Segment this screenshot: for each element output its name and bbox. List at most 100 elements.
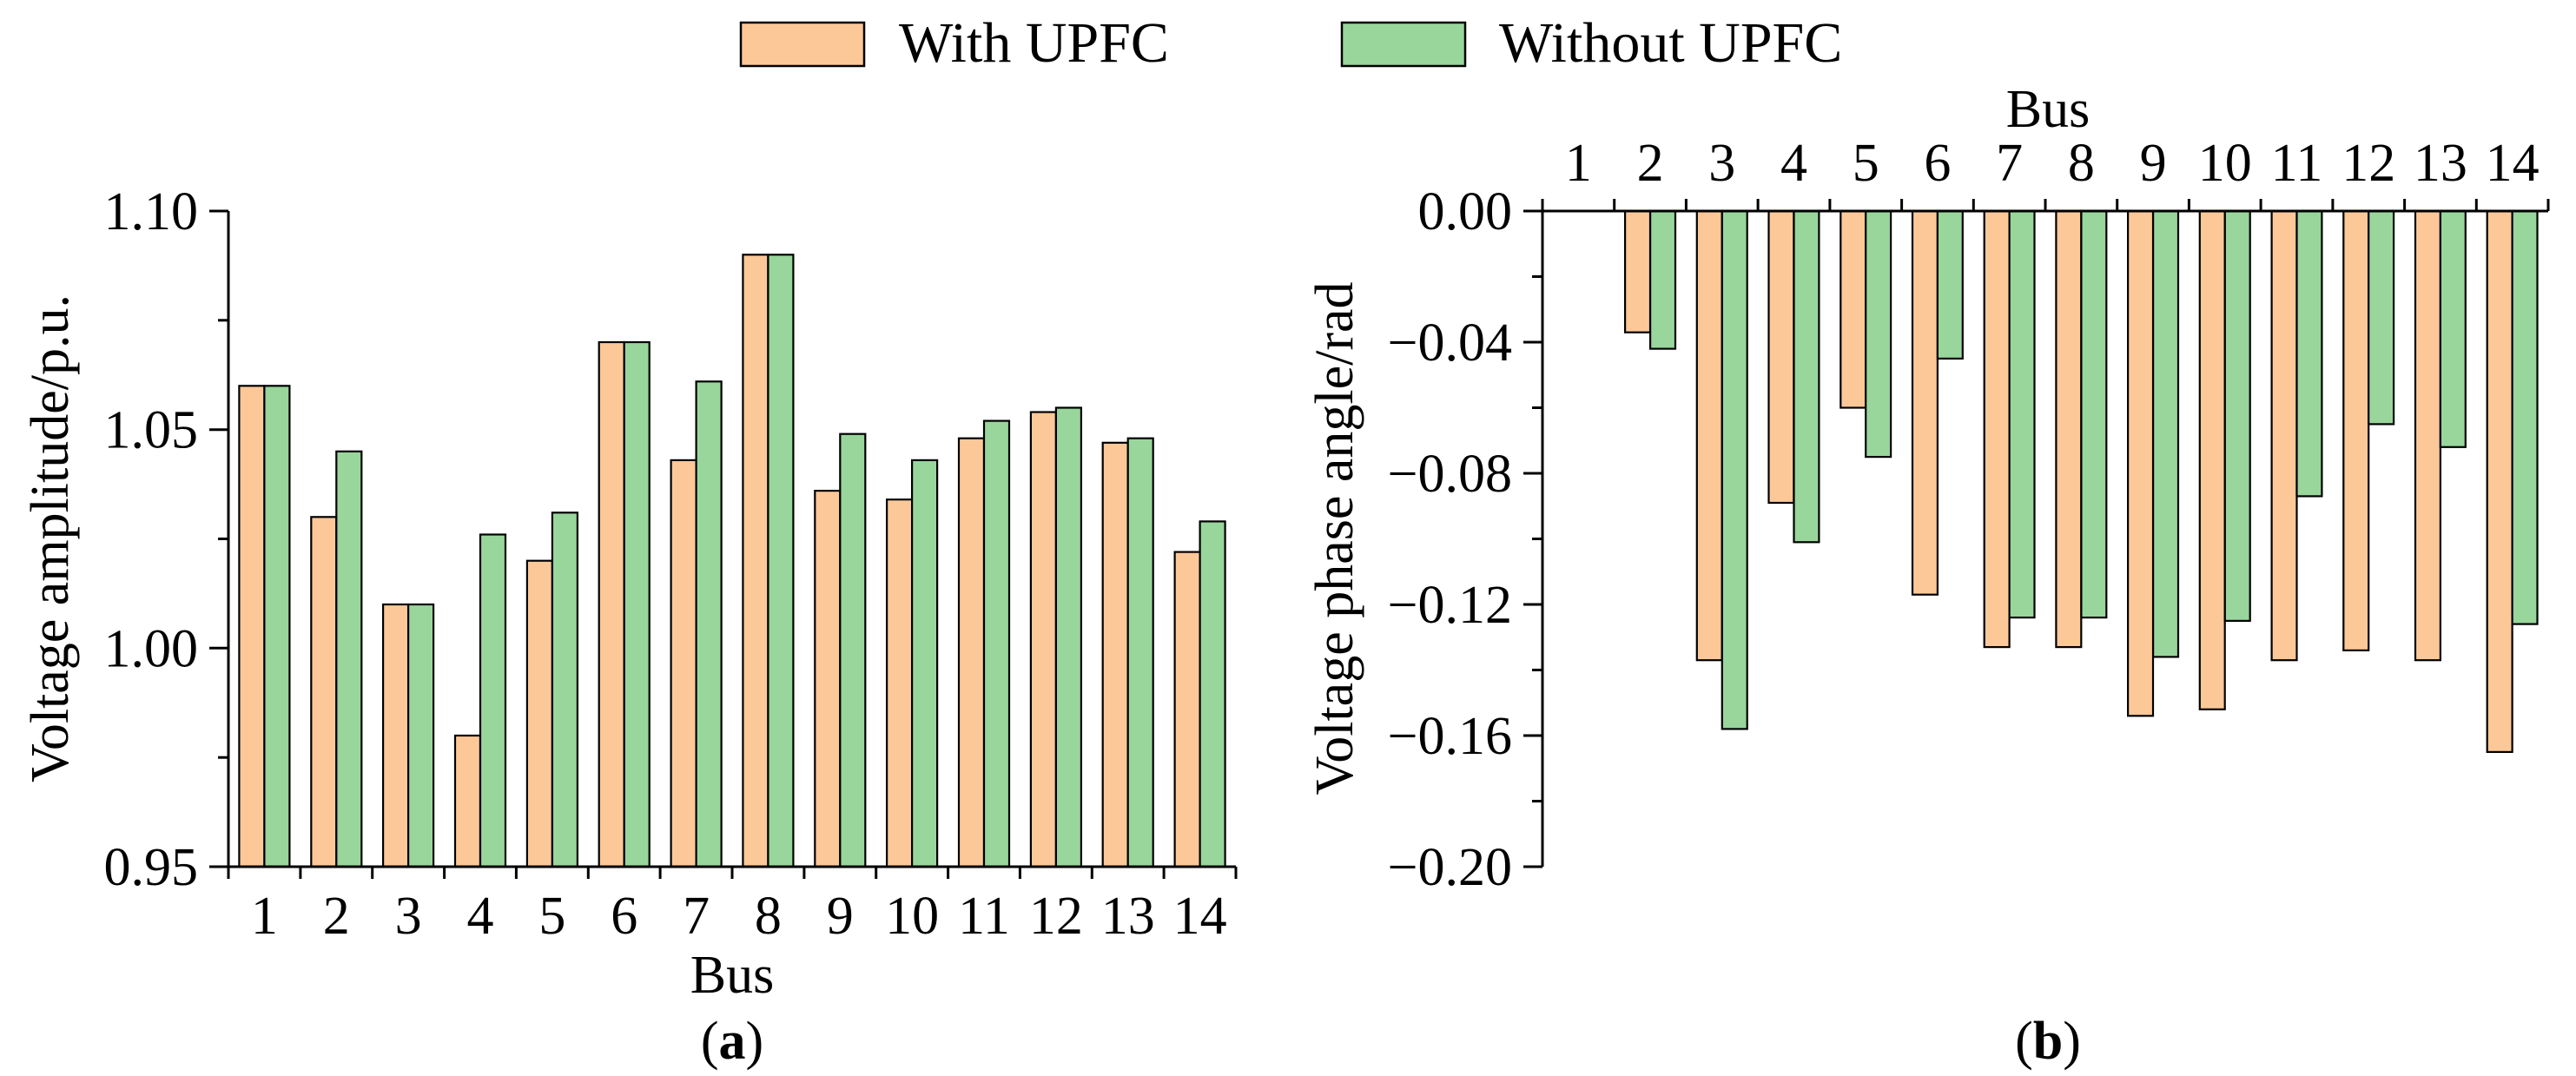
chart-b-xlabel: Bus xyxy=(2006,80,2090,139)
chart-b-bars xyxy=(1623,209,2539,754)
chart-a-panel-letter: a xyxy=(719,1012,746,1071)
chart-b-xtick-label: 7 xyxy=(1996,134,2023,193)
chart-a-bar-with-upfc-bus-9 xyxy=(814,489,842,868)
legend-swatch-with-upfc xyxy=(739,21,866,68)
chart-b-bar-without-upfc-bus-9 xyxy=(2152,209,2180,658)
chart-b-ylabel: Voltage phase angle/rad xyxy=(1305,281,1364,795)
chart-a-ytick-label: 1.05 xyxy=(104,401,199,460)
chart-a-bar-with-upfc-bus-10 xyxy=(885,498,914,868)
chart-a-bar-with-upfc-bus-8 xyxy=(742,254,769,868)
chart-b-bar-without-upfc-bus-13 xyxy=(2439,209,2467,448)
chart-b-xtick-label: 9 xyxy=(2140,134,2167,193)
legend-swatch-without-upfc xyxy=(1340,21,1467,68)
chart-b-bar-without-upfc-bus-3 xyxy=(1721,209,1748,730)
chart-b-bar-with-upfc-bus-3 xyxy=(1695,209,1723,662)
chart-b-xtick-label: 6 xyxy=(1924,134,1951,193)
chart-b-xtick-label: 8 xyxy=(2068,134,2095,193)
chart-a-xtick-label: 14 xyxy=(1173,887,1227,946)
chart-a-xtick-label: 13 xyxy=(1101,887,1155,946)
chart-a-bar-with-upfc-bus-11 xyxy=(957,437,986,868)
chart-b-bar-without-upfc-bus-8 xyxy=(2080,209,2108,619)
chart-b-xticks: 1 2 3 4 5 6 7 8 9 10 11 12 13 14 xyxy=(1541,134,2550,211)
chart-a-ytick-label: 1.00 xyxy=(104,619,199,678)
chart-a-bars xyxy=(238,254,1226,868)
chart-b-yticks: 0.00 −0.04 −0.08 −0.12 −0.16 −0.20 xyxy=(1388,182,1542,897)
chart-b-xtick-label: 13 xyxy=(2414,134,2467,193)
chart-a-bar-without-upfc-bus-7 xyxy=(695,380,723,868)
chart-a-bar-with-upfc-bus-2 xyxy=(310,516,338,868)
chart-b-xtick-label: 2 xyxy=(1637,134,1664,193)
chart-a-bar-without-upfc-bus-11 xyxy=(982,419,1011,868)
chart-b-bar-without-upfc-bus-12 xyxy=(2368,209,2395,426)
chart-a-bar-without-upfc-bus-6 xyxy=(623,340,651,868)
chart-b-axes xyxy=(1541,209,2548,867)
chart-b-ytick-label: −0.20 xyxy=(1388,838,1512,897)
chart-a-xtick-label: 2 xyxy=(323,887,350,946)
chart-b-bar-with-upfc-bus-8 xyxy=(2055,209,2083,649)
chart-b-bar-with-upfc-bus-5 xyxy=(1840,209,1867,409)
chart-b-bar-with-upfc-bus-9 xyxy=(2127,209,2155,717)
chart-b-bar-with-upfc-bus-4 xyxy=(1767,209,1795,505)
chart-b-bar-with-upfc-bus-6 xyxy=(1911,209,1939,596)
chart-a-xtick-label: 6 xyxy=(611,887,637,946)
chart-a-bar-without-upfc-bus-10 xyxy=(910,459,939,868)
chart-a-ytick-label: 0.95 xyxy=(104,838,199,897)
chart-b-xtick-label: 5 xyxy=(1853,134,1879,193)
chart-a-bar-with-upfc-bus-12 xyxy=(1029,411,1058,868)
chart-a-bar-without-upfc-bus-4 xyxy=(479,533,507,868)
chart-a-ytick-label: 1.10 xyxy=(104,182,199,241)
chart-b-xtick-label: 10 xyxy=(2198,134,2252,193)
chart-b-xtick-label: 11 xyxy=(2271,134,2323,193)
chart-b-xtick-label: 4 xyxy=(1780,134,1807,193)
chart-a-xtick-label: 11 xyxy=(958,887,1010,946)
chart-a-bar-with-upfc-bus-13 xyxy=(1101,441,1129,868)
chart-b-xtick-label: 3 xyxy=(1708,134,1735,193)
chart-b-xtick-label: 12 xyxy=(2342,134,2395,193)
chart-b-bar-without-upfc-bus-2 xyxy=(1648,209,1677,350)
chart-b-bar-with-upfc-bus-2 xyxy=(1623,209,1652,333)
legend: With UPFC Without UPFC xyxy=(739,11,1842,75)
chart-b-bar-without-upfc-bus-14 xyxy=(2511,209,2539,625)
chart-b-bar-without-upfc-bus-5 xyxy=(1865,209,1892,459)
chart-b-xtick-label: 1 xyxy=(1565,134,1592,193)
chart-b-bar-with-upfc-bus-12 xyxy=(2342,209,2370,651)
chart-b-bar-with-upfc-bus-11 xyxy=(2270,209,2298,662)
chart-a-bar-with-upfc-bus-5 xyxy=(525,559,554,868)
chart-a-bar-with-upfc-bus-4 xyxy=(453,734,482,868)
legend-label-with-upfc: With UPFC xyxy=(899,11,1169,75)
chart-a-bar-with-upfc-bus-7 xyxy=(670,459,697,868)
chart-a-bar-without-upfc-bus-8 xyxy=(767,254,795,868)
chart-a-yticks: 0.95 1.00 1.05 1.10 xyxy=(104,182,228,897)
chart-a-xtick-label: 12 xyxy=(1029,887,1083,946)
chart-b-ytick-label: −0.04 xyxy=(1388,314,1512,373)
chart-a-bar-without-upfc-bus-13 xyxy=(1126,437,1154,868)
chart-b-ytick-label: −0.16 xyxy=(1388,707,1512,766)
chart-a-xtick-label: 4 xyxy=(467,887,494,946)
chart-b-bar-without-upfc-bus-6 xyxy=(1936,209,1964,360)
chart-b-panel-label: (b) xyxy=(2015,1012,2081,1071)
chart-b-bar-without-upfc-bus-7 xyxy=(2008,209,2036,619)
chart-a-xtick-label: 8 xyxy=(755,887,782,946)
chart-a-bar-with-upfc-bus-14 xyxy=(1173,551,1201,868)
chart-a-axes xyxy=(227,211,1236,868)
chart-a-xlabel: Bus xyxy=(690,946,774,1005)
chart-b-bar-with-upfc-bus-14 xyxy=(2486,209,2513,754)
chart-a-bar-with-upfc-bus-6 xyxy=(598,340,625,868)
chart-a-xtick-label: 5 xyxy=(538,887,565,946)
chart-b-bar-with-upfc-bus-7 xyxy=(1983,209,2011,649)
chart-b-ytick-label: −0.12 xyxy=(1388,576,1512,635)
chart-a-bar-without-upfc-bus-14 xyxy=(1199,520,1226,868)
chart-a-ylabel: Voltage amplitude/p.u. xyxy=(21,294,80,782)
chart-a-bar-with-upfc-bus-1 xyxy=(238,385,266,868)
chart-a-xticks: 1 2 3 4 5 6 7 8 9 10 11 12 13 14 xyxy=(227,867,1238,946)
chart-a-panel-label: (a) xyxy=(701,1012,763,1071)
chart-a-bar-without-upfc-bus-5 xyxy=(551,512,579,868)
chart-a-bar-without-upfc-bus-9 xyxy=(839,432,867,868)
chart-b-xtick-label: 14 xyxy=(2486,134,2540,193)
chart-b-bar-with-upfc-bus-13 xyxy=(2414,209,2441,662)
chart-b-bar-without-upfc-bus-11 xyxy=(2295,209,2323,498)
chart-a-xtick-label: 3 xyxy=(395,887,422,946)
chart-a-xtick-label: 1 xyxy=(251,887,278,946)
